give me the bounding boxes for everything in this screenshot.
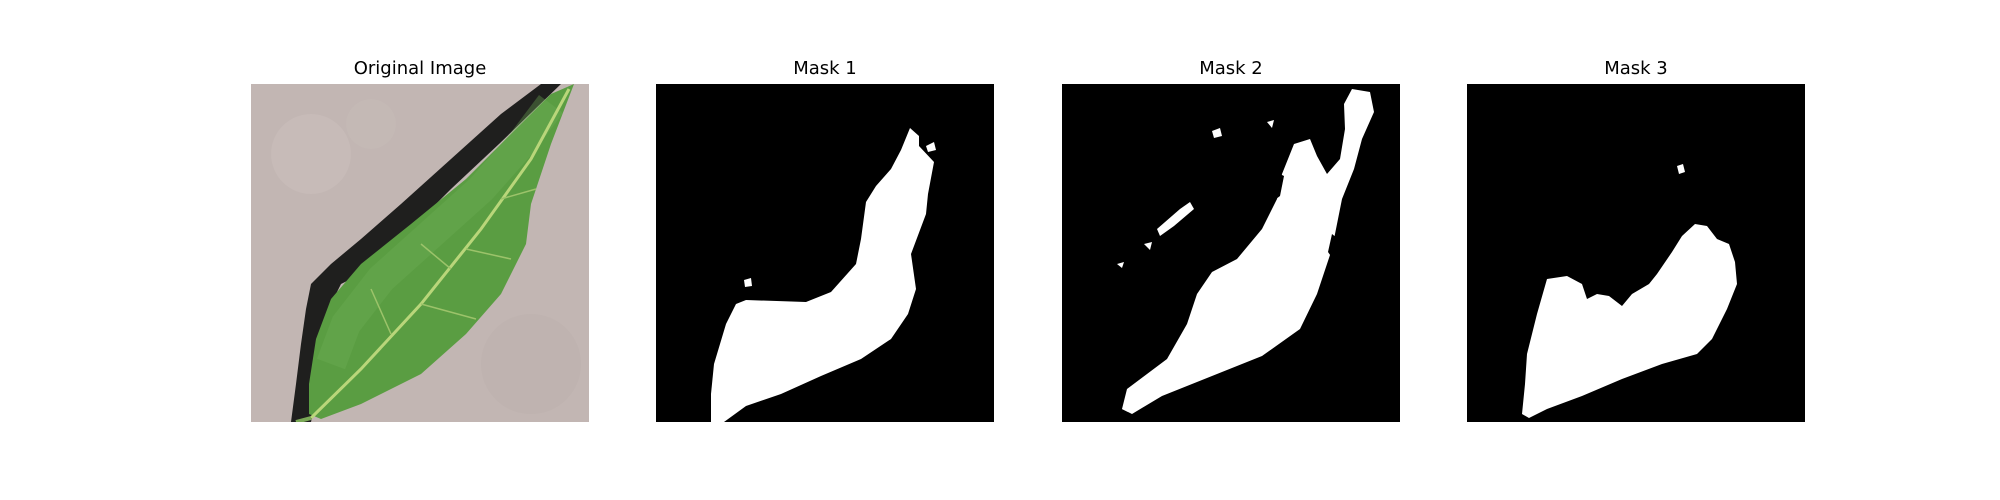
panel-title: Mask 1 [793,58,857,79]
panel-title: Original Image [353,58,487,79]
mask-1-image [656,84,994,422]
mask-2-image [1062,84,1400,422]
mask-3-image [1467,84,1805,422]
original-leaf-image [251,84,589,422]
panel-title: Mask 3 [1604,58,1668,79]
panel-title: Mask 2 [1199,58,1263,79]
